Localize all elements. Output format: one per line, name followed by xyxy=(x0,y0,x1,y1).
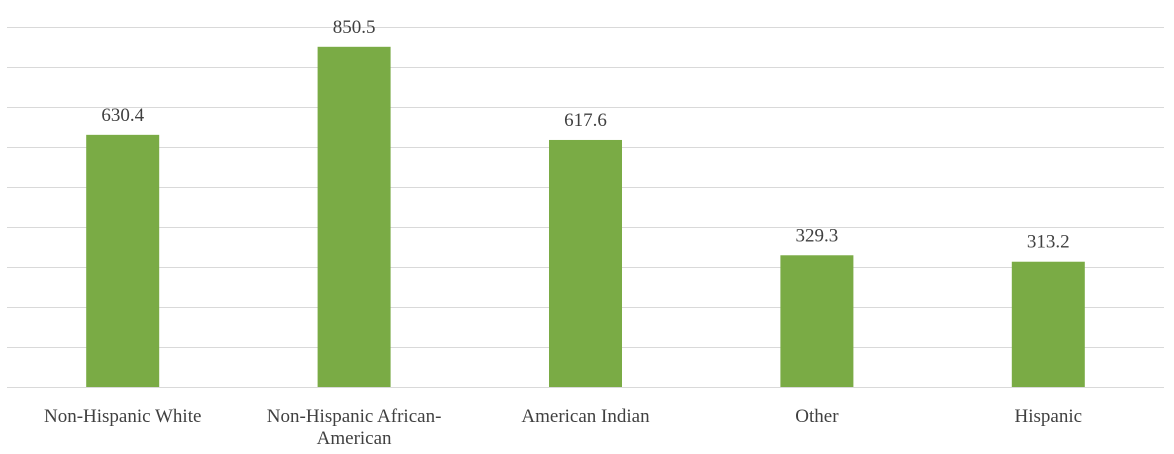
category-label: Hispanic xyxy=(1015,406,1083,427)
category-label: American Indian xyxy=(521,406,650,427)
data-labels: 630.4 850.5 617.6 329.3 313.2 xyxy=(101,17,1069,253)
bar xyxy=(549,139,622,387)
category-label: Non-Hispanic White xyxy=(44,406,201,427)
data-label: 329.3 xyxy=(796,225,839,246)
category-label: American xyxy=(317,428,392,449)
data-label: 313.2 xyxy=(1027,232,1070,253)
category-label: Non-Hispanic African- xyxy=(267,406,442,427)
data-label: 630.4 xyxy=(101,105,144,126)
bars xyxy=(86,46,1085,388)
category-labels: Non-Hispanic White Non-Hispanic African-A… xyxy=(44,406,1082,449)
bar xyxy=(1011,261,1085,387)
bar xyxy=(780,255,854,387)
category-label: Other xyxy=(795,406,839,427)
data-label: 617.6 xyxy=(564,110,607,131)
bar xyxy=(317,46,391,388)
bar xyxy=(86,134,160,387)
data-label: 850.5 xyxy=(333,17,376,38)
